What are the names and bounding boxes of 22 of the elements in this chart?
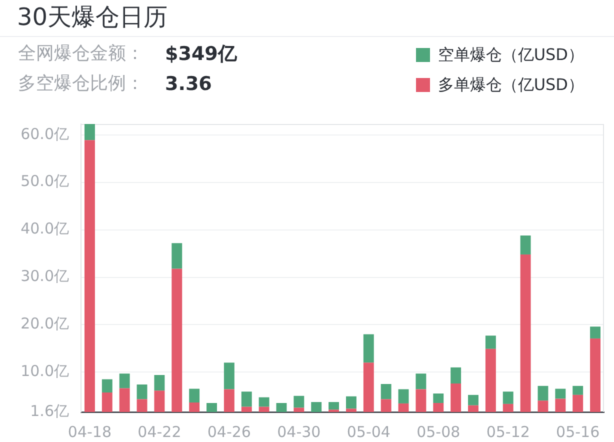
- x-tick-label: 05-12: [486, 422, 530, 441]
- x-tick-label: 05-04: [346, 422, 390, 441]
- chart-title: 30天爆仓日历: [17, 2, 168, 32]
- y-tick-label: 1.6亿: [30, 402, 69, 420]
- y-tick-label: 40.0亿: [20, 220, 69, 238]
- x-tick-label: 04-22: [138, 422, 182, 441]
- x-tick-label: 04-18: [68, 422, 112, 441]
- text: 3.36: [165, 72, 212, 97]
- x-tick-label: 05-16: [556, 422, 600, 441]
- text: 全网爆仓金额：: [18, 42, 144, 66]
- y-tick-label: 10.0亿: [20, 362, 69, 380]
- legend-label: 空单爆仓（亿USD）: [438, 44, 584, 66]
- x-tick-label: 05-08: [416, 422, 460, 441]
- x-tick-label: 04-26: [207, 422, 251, 441]
- y-tick-label: 50.0亿: [20, 172, 69, 190]
- x-tick-label: 04-30: [277, 422, 321, 441]
- y-tick-label: 30.0亿: [20, 267, 69, 286]
- text: 多空爆仓比例：: [18, 72, 144, 96]
- y-tick-label: 60.0亿: [20, 124, 69, 143]
- legend-label: 多单爆仓（亿USD）: [438, 74, 584, 96]
- text: $349亿: [165, 42, 237, 67]
- y-tick-label: 20.0亿: [20, 314, 69, 333]
